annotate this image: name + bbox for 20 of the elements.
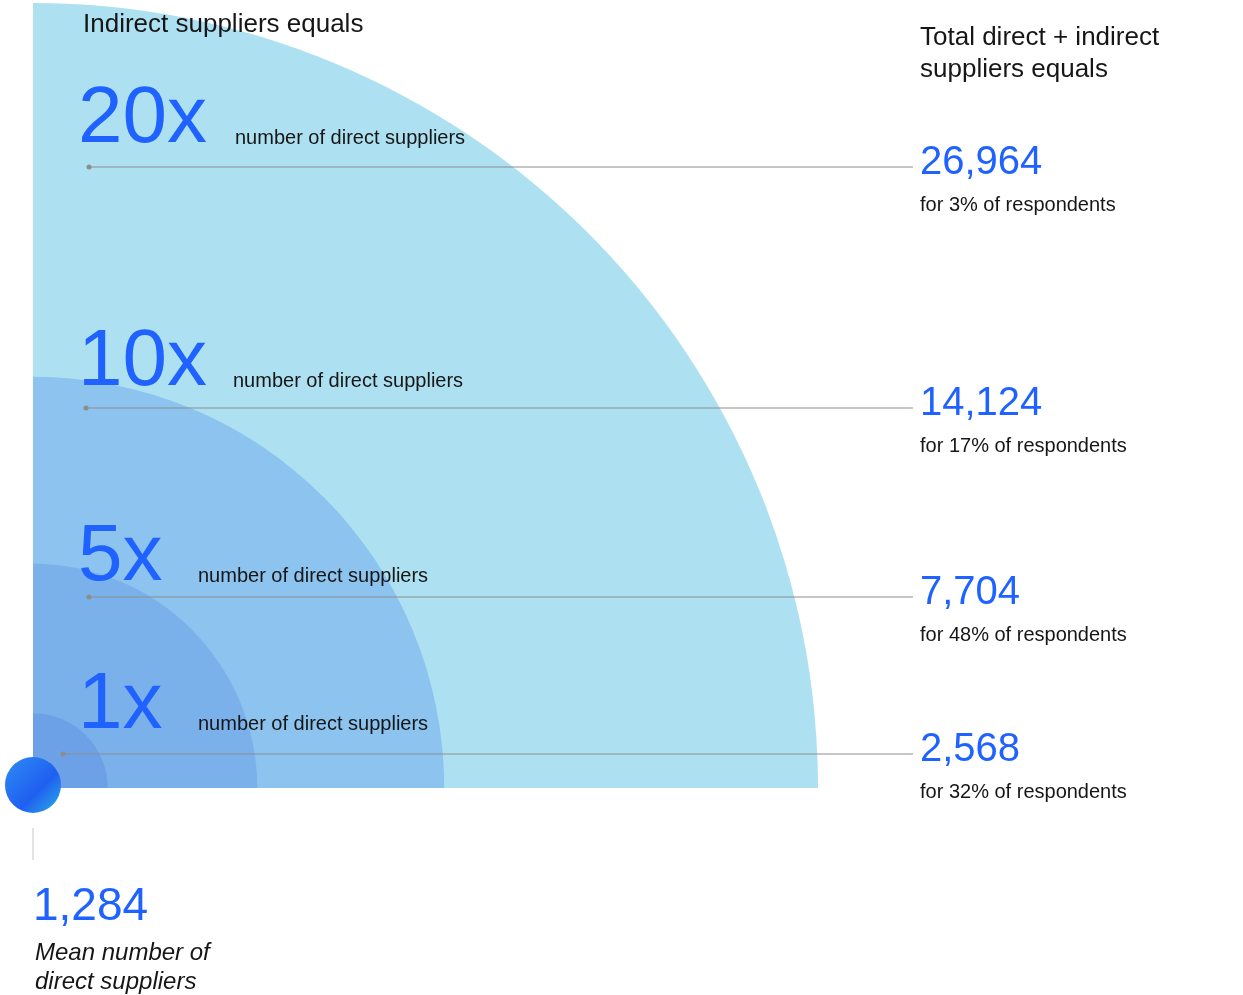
text: for 17% of respondents [920, 434, 1127, 456]
text: number of direct suppliers [198, 564, 429, 586]
category-label: 20x [78, 70, 207, 159]
text: number of direct suppliers [233, 369, 464, 391]
text: for 48% of respondents [920, 623, 1127, 645]
text: Mean number of direct suppliers [35, 938, 213, 994]
category-label: 1x [78, 656, 163, 745]
data-label: 7,704 [920, 568, 1021, 612]
text: for 32% of respondents [920, 780, 1127, 802]
data-label: 26,964 [920, 138, 1043, 182]
data-label: 2,568 [920, 725, 1021, 769]
text: number of direct suppliers [198, 712, 429, 734]
text: Total direct + indirect suppliers equals [920, 21, 1160, 83]
text: number of direct suppliers [235, 126, 466, 148]
category-label: 10x [78, 313, 207, 402]
data-label: 14,124 [920, 379, 1043, 423]
text: 1,284 [33, 878, 149, 930]
category-label: 5x [78, 508, 163, 597]
text: for 3% of respondents [920, 193, 1116, 215]
text: Indirect suppliers equals [83, 8, 364, 38]
